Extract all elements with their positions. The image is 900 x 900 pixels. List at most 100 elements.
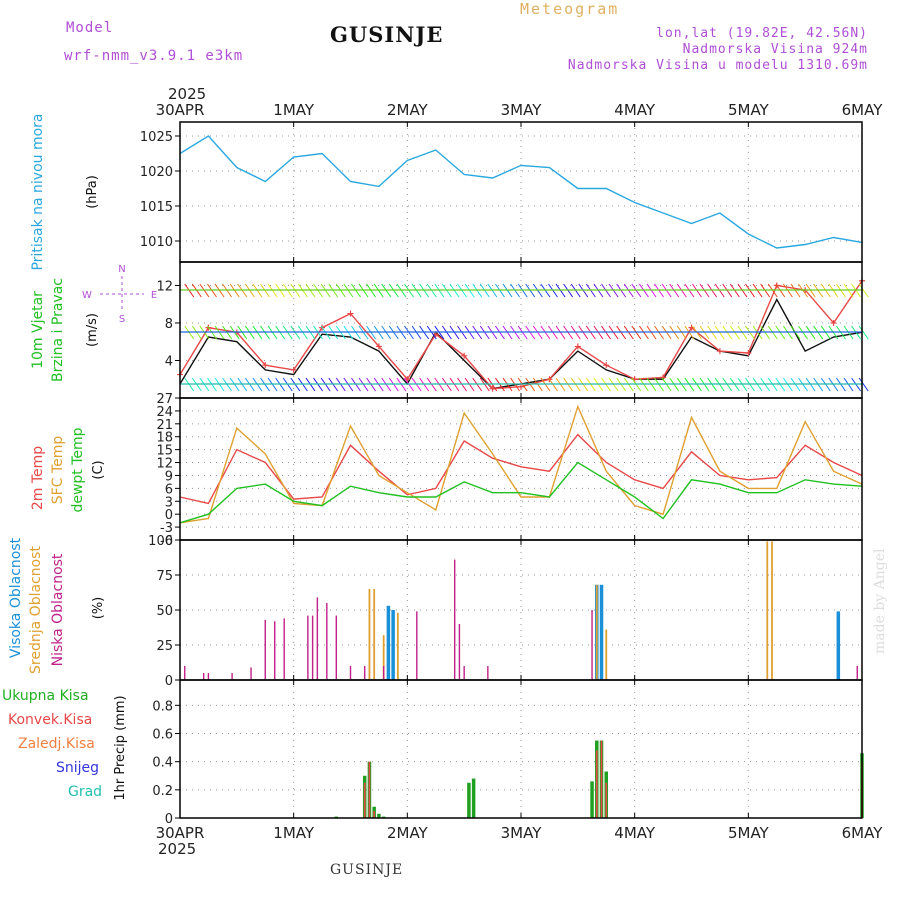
compass-e: E bbox=[151, 290, 157, 301]
bar-visoka bbox=[386, 605, 391, 680]
y-tick-label: 1020 bbox=[140, 165, 173, 180]
year-label-top: 2025 bbox=[168, 85, 206, 103]
y-tick-label: 27 bbox=[156, 392, 173, 407]
bar-ukupna-kisa bbox=[467, 782, 471, 818]
date-label-bottom: 5MAY bbox=[728, 824, 770, 842]
date-label-bottom: 30APR bbox=[156, 824, 205, 842]
wind-barb bbox=[858, 325, 869, 340]
bar-ukupna-kisa bbox=[471, 778, 476, 818]
data-layer bbox=[177, 135, 869, 818]
bar-konvek-kisa bbox=[368, 761, 371, 818]
y-tick-label: 24 bbox=[156, 405, 173, 420]
series-line-2m-temp bbox=[179, 433, 863, 505]
gust-marker bbox=[518, 383, 524, 390]
grid-layer bbox=[180, 122, 862, 819]
bar-visoka bbox=[391, 610, 395, 680]
frame-layer bbox=[175, 121, 863, 819]
bar-niska bbox=[264, 619, 266, 680]
bar-niska bbox=[487, 666, 489, 680]
gust-marker bbox=[716, 348, 723, 355]
compass-s: S bbox=[119, 314, 125, 325]
date-label-top: 4MAY bbox=[614, 101, 656, 119]
bar-niska bbox=[326, 603, 328, 680]
meteogram-label: Meteogram bbox=[520, 0, 620, 18]
y-tick-label: 0.2 bbox=[152, 784, 173, 799]
series-line-dewpt bbox=[179, 461, 863, 524]
bar-niska bbox=[453, 559, 456, 680]
bar-srednja bbox=[382, 635, 385, 680]
y-tick-label: 0.8 bbox=[152, 699, 173, 714]
gust-marker bbox=[347, 310, 354, 317]
footer-station: GUSINJE bbox=[330, 862, 404, 878]
y-tick-label: 18 bbox=[156, 431, 173, 446]
gust-marker bbox=[574, 343, 581, 350]
bar-konvek-kisa bbox=[600, 740, 603, 818]
y-tick-label: 9 bbox=[165, 469, 173, 484]
altitude-readout: Nadmorska Visina 924m bbox=[682, 42, 868, 57]
bar-srednja bbox=[368, 589, 371, 680]
date-label-top: 3MAY bbox=[501, 101, 543, 119]
bar-srednja bbox=[396, 612, 399, 680]
bar-niska bbox=[349, 666, 352, 680]
bar-niska bbox=[307, 615, 309, 680]
ylabel-precip: 1hr Precip (mm) bbox=[113, 695, 128, 800]
ylabel-temp-sfc: SFC Temp bbox=[50, 436, 66, 505]
bar-srednja bbox=[595, 584, 598, 680]
gust-marker bbox=[830, 319, 837, 326]
bar-srednja bbox=[771, 541, 773, 680]
y-tick-label: 1015 bbox=[140, 200, 173, 215]
date-label-top: 6MAY bbox=[842, 101, 884, 119]
wind-barb bbox=[858, 377, 869, 392]
bar-niska bbox=[207, 673, 210, 680]
y-tick-label: 4 bbox=[165, 354, 173, 369]
bar-niska bbox=[184, 666, 186, 680]
precip-legend-item: Konvek.Kisa bbox=[8, 712, 92, 728]
y-tick-label: 0 bbox=[165, 674, 173, 689]
ylabel-cloud-unit: (%) bbox=[91, 597, 106, 620]
bar-niska bbox=[316, 597, 319, 680]
series-line-sfc-temp bbox=[179, 404, 863, 524]
series-line-pritisak bbox=[179, 135, 863, 249]
date-label-bottom: 3MAY bbox=[501, 824, 543, 842]
bar-niska bbox=[250, 667, 252, 680]
date-label-top: 2MAY bbox=[387, 101, 429, 119]
date-label-top: 5MAY bbox=[728, 101, 770, 119]
compass-w: W bbox=[82, 290, 92, 301]
date-label-bottom: 2MAY bbox=[387, 824, 429, 842]
ylabel-temp-unit: (C) bbox=[91, 460, 106, 479]
precip-legend-item: Grad bbox=[68, 784, 102, 800]
panel-frame-precip bbox=[179, 679, 863, 819]
y-tick-label: 12 bbox=[156, 457, 173, 472]
ylabel-temp-2m: 2m Temp bbox=[30, 446, 46, 510]
y-tick-label: 3 bbox=[165, 495, 173, 510]
y-tick-label: 0.4 bbox=[152, 756, 173, 771]
series-line-brzina bbox=[179, 298, 863, 390]
bar-visoka bbox=[599, 584, 604, 680]
y-tick-label: 0 bbox=[165, 812, 173, 827]
y-tick-label: 100 bbox=[148, 534, 173, 549]
y-tick-label: 0.6 bbox=[152, 728, 173, 743]
date-label-bottom: 6MAY bbox=[842, 824, 884, 842]
bar-visoka bbox=[836, 611, 841, 680]
gust-marker bbox=[745, 349, 752, 356]
compass-n: N bbox=[118, 264, 125, 275]
lonlat-readout: lon,lat (19.82E, 42.56N) bbox=[656, 26, 868, 41]
ylabel-wind-unit: (m/s) bbox=[85, 313, 100, 347]
bar-srednja bbox=[605, 629, 608, 680]
ylabel-temp-dewpt: dewpt Temp bbox=[70, 427, 86, 512]
ylabel-cloud-mid: Srednja Oblacnost bbox=[28, 546, 44, 674]
bar-konvek-kisa bbox=[595, 750, 598, 818]
bar-niska bbox=[463, 666, 465, 680]
ylabel-cloud-high: Visoka Oblacnost bbox=[8, 537, 24, 658]
y-tick-label: 0 bbox=[165, 508, 173, 523]
y-tick-label: -6 bbox=[160, 534, 173, 549]
bar-srednja bbox=[373, 589, 376, 680]
date-label-bottom: 1MAY bbox=[273, 824, 315, 842]
gust-marker bbox=[461, 352, 468, 359]
year-label-bottom: 2025 bbox=[158, 840, 196, 858]
precip-legend-item: Ukupna Kisa bbox=[2, 688, 89, 704]
y-tick-label: 1025 bbox=[140, 130, 173, 145]
bar-niska bbox=[231, 673, 233, 680]
ylabel-cloud-low: Niska Oblacnost bbox=[50, 553, 66, 666]
bar-konvek-kisa bbox=[373, 810, 375, 818]
